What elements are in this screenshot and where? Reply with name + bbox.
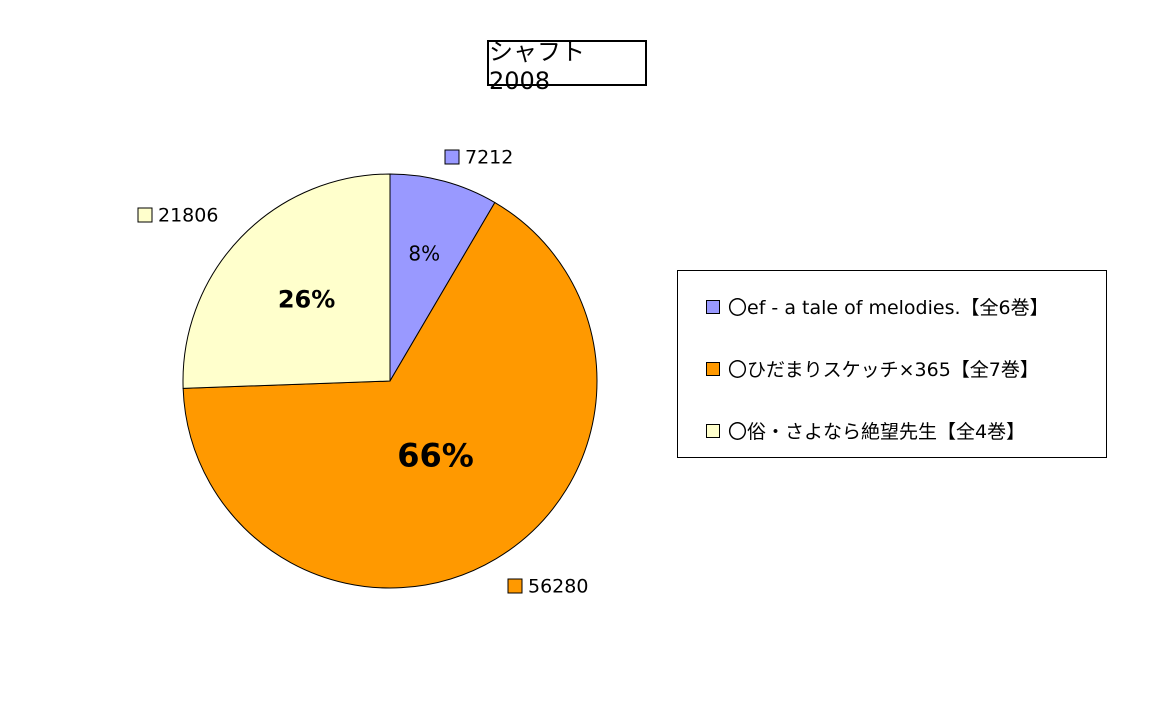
pie-slice-ef <box>389 173 496 383</box>
pie-slice-zetsubou <box>182 173 391 389</box>
legend-label-hidamari: 〇ひだまりスケッチ×365【全7巻】 <box>728 359 1039 381</box>
percent-label-zetsubou: 26% <box>278 285 335 313</box>
percent-label-ef: 8% <box>408 242 440 266</box>
pie-slice-hidamari <box>182 201 598 589</box>
legend: 〇ef - a tale of melodies.【全6巻】 〇ひだまりスケッチ… <box>677 270 1107 458</box>
legend-item-zetsubou: 〇俗・さよなら絶望先生【全4巻】 <box>706 417 1025 444</box>
value-swatch-ef <box>444 149 460 165</box>
value-label-hidamari: 56280 <box>528 576 588 598</box>
value-swatch-hidamari <box>507 578 523 594</box>
legend-item-hidamari: 〇ひだまりスケッチ×365【全7巻】 <box>706 355 1039 382</box>
value-swatch-zetsubou <box>137 207 153 223</box>
legend-label-zetsubou: 〇俗・さよなら絶望先生【全4巻】 <box>728 421 1026 443</box>
legend-swatch-ef <box>706 299 720 314</box>
legend-swatch-hidamari <box>706 361 720 376</box>
legend-item-ef: 〇ef - a tale of melodies.【全6巻】 <box>706 293 1049 320</box>
percent-label-hidamari: 66% <box>397 436 474 474</box>
legend-swatch-zetsubou <box>706 423 720 438</box>
legend-label-ef: 〇ef - a tale of melodies.【全6巻】 <box>728 297 1049 319</box>
value-label-zetsubou: 21806 <box>158 205 218 227</box>
value-label-ef: 7212 <box>465 147 513 169</box>
